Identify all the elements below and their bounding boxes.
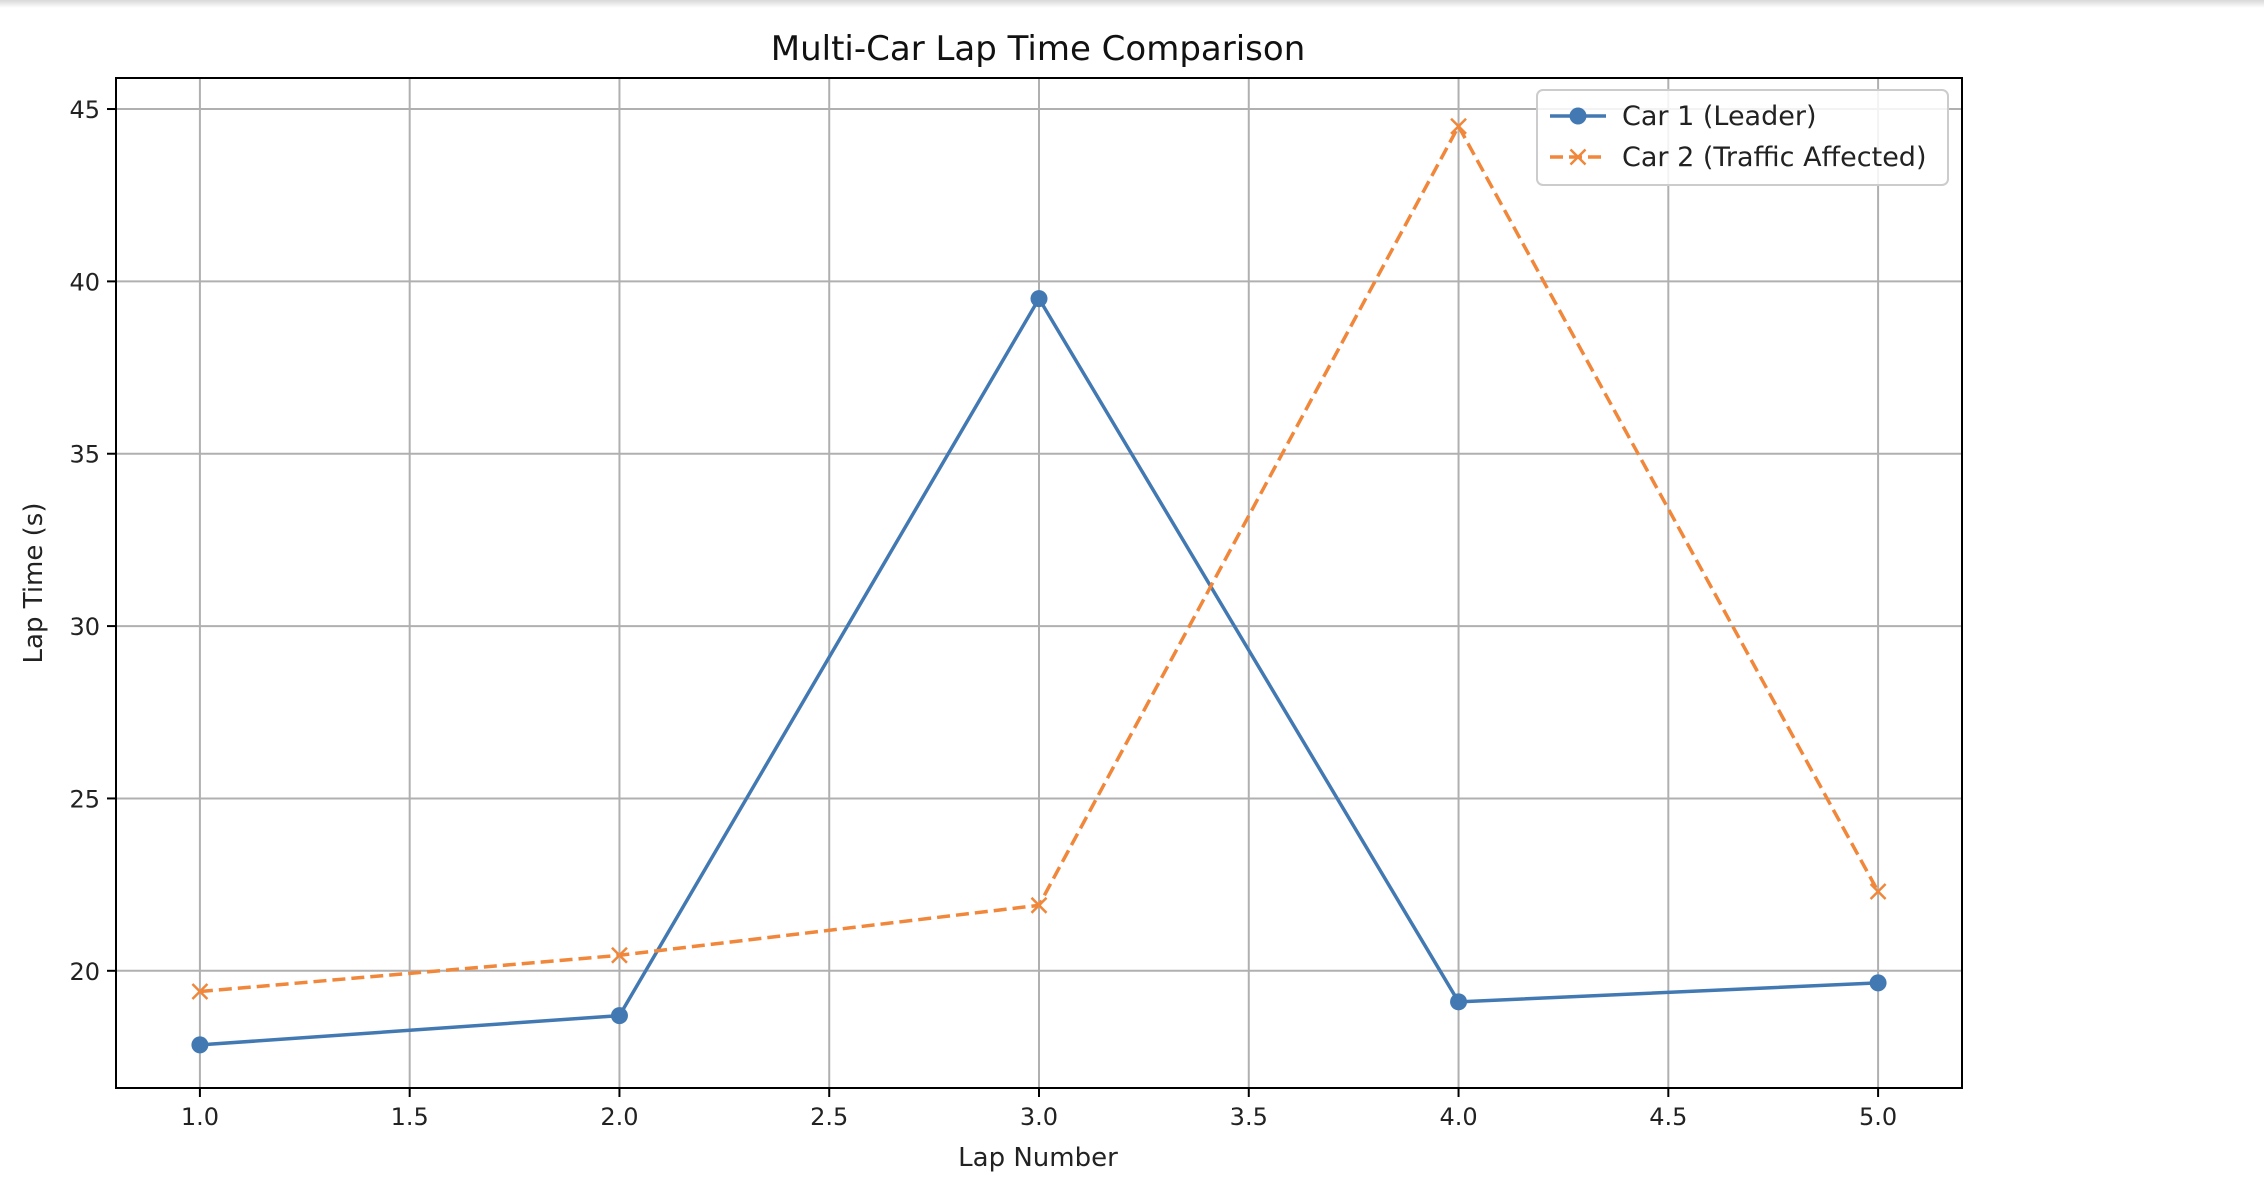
- x-tick-label: 3.0: [1020, 1103, 1058, 1131]
- x-axis-ticks: 1.0 1.5 2.0 2.5 3.0 3.5 4.0 4.5 5.0: [181, 1088, 1897, 1131]
- data-point-car-2: [1030, 896, 1048, 914]
- chart-title: Multi-Car Lap Time Comparison: [771, 29, 1306, 69]
- legend-label-car-2: Car 2 (Traffic Affected): [1622, 142, 1926, 173]
- data-point-car-2: [1869, 883, 1887, 900]
- data-point-car-2: [611, 946, 628, 964]
- x-tick-label: 5.0: [1859, 1103, 1897, 1131]
- x-tick-label: 3.5: [1230, 1103, 1268, 1131]
- x-axis-title: Lap Number: [958, 1143, 1118, 1173]
- data-point-car-1: [1869, 974, 1887, 992]
- y-tick-label: 20: [69, 958, 100, 986]
- window-top-shadow: [0, 0, 2264, 8]
- legend: Car 1 (Leader) Car 2 (Traffic Affected): [1536, 89, 1949, 186]
- legend-label-car-1: Car 1 (Leader): [1622, 101, 1816, 132]
- x-tick-label: 4.5: [1649, 1103, 1687, 1131]
- legend-marker-car-2: [1569, 148, 1587, 166]
- data-point-car-2: [1450, 117, 1467, 135]
- data-point-car-1: [610, 1007, 628, 1025]
- y-tick-label: 35: [69, 441, 100, 469]
- y-tick-label: 45: [69, 96, 100, 124]
- x-tick-label: 1.0: [181, 1103, 219, 1131]
- x-tick-label: 2.0: [600, 1103, 638, 1131]
- y-tick-label: 30: [69, 613, 100, 641]
- data-point-car-1: [191, 1036, 209, 1054]
- x-tick-label: 1.5: [391, 1103, 429, 1131]
- data-point-car-1: [1450, 993, 1468, 1011]
- y-tick-label: 25: [69, 785, 100, 813]
- data-point-car-1: [1030, 290, 1048, 308]
- y-tick-label: 40: [69, 268, 100, 296]
- data-point-car-2: [191, 983, 209, 1000]
- y-axis-ticks: 20 25 30 35 40 45: [69, 96, 116, 986]
- legend-marker-car-1: [1569, 107, 1587, 125]
- grid: [116, 78, 1962, 1088]
- x-tick-label: 4.0: [1439, 1103, 1477, 1131]
- x-tick-label: 2.5: [810, 1103, 848, 1131]
- y-axis-title: Lap Time (s): [19, 503, 49, 664]
- series-lines: [191, 117, 1887, 1054]
- legend-box: [1536, 89, 1949, 186]
